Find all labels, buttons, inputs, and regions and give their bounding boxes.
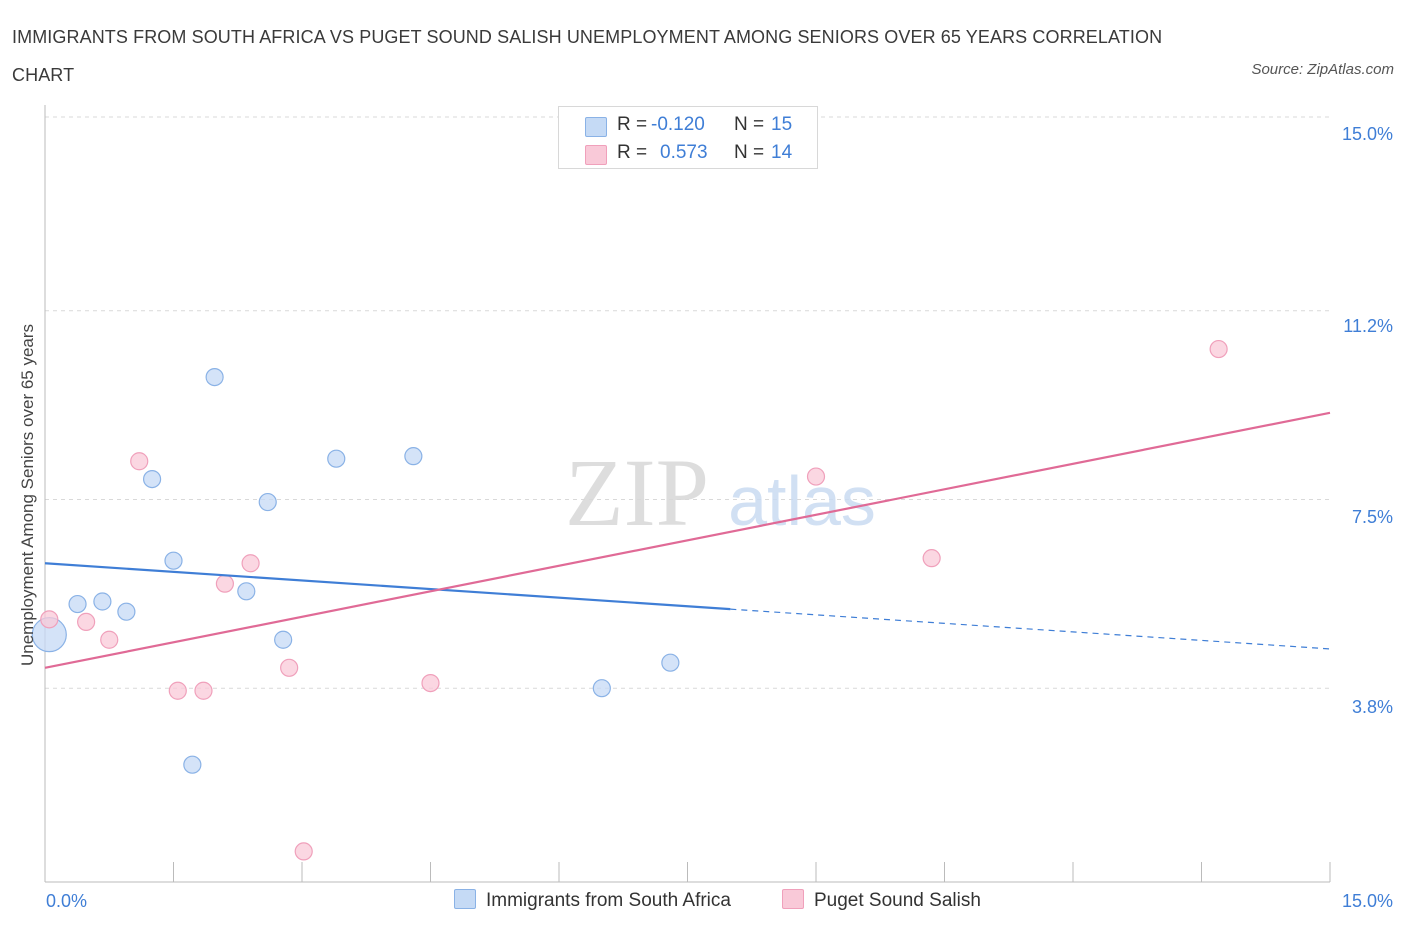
legend-swatch-pink [585,145,607,165]
data-point-puget-sound [294,842,313,861]
data-point-puget-sound [421,673,440,693]
data-point-south-africa [274,630,293,649]
data-point-puget-sound [215,574,234,593]
legend-n-value: 15 [771,114,793,135]
y-tick-label-11-2: 11.2% [1343,316,1393,336]
y-axis-title-wrap: Unemployment Among Seniors over 65 years [16,300,40,690]
y-axis-title: Unemployment Among Seniors over 65 years [18,323,37,667]
data-point-south-africa [258,492,277,512]
data-point-south-africa [237,582,256,601]
legend-swatch-blue [585,117,607,137]
data-point-puget-sound [194,681,213,700]
legend-row-puget-sound: R = 0.573 N = 14 [559,141,817,167]
y-tick-label-3-8: 3.8% [1351,697,1393,717]
data-point-puget-sound [1209,339,1228,359]
data-point-puget-sound [806,467,826,486]
data-point-south-africa [183,755,202,774]
series-legend-label: Immigrants from South Africa [486,890,731,911]
data-point-puget-sound [922,549,941,568]
trend-line-puget-sound [44,411,1331,669]
correlation-legend: R = -0.120 N = 15 R = 0.573 N = 14 [558,106,818,169]
source-label: Source: ZipAtlas.com [1251,61,1394,78]
data-point-puget-sound [168,681,187,700]
data-point-south-africa [205,368,224,387]
watermark-zip: ZIP [565,439,709,546]
data-point-south-africa [142,470,162,489]
data-point-puget-sound [100,630,119,649]
trend-line-south-africa-extension [730,608,1331,650]
legend-n-value: 14 [771,142,793,163]
legend-r-value: 0.573 [660,142,708,163]
data-point-south-africa [164,551,183,570]
data-point-puget-sound [40,610,59,629]
legend-r-value: -0.120 [651,114,705,135]
data-point-south-africa [93,592,112,611]
data-point-puget-sound [130,452,149,471]
series-legend-south-africa: Immigrants from South Africa [454,889,731,912]
data-point-south-africa [661,653,680,672]
y-tick-label-7-5: 7.5% [1351,507,1393,527]
series-legend-label: Puget Sound Salish [814,890,981,911]
legend-r-label: R = [617,114,648,135]
data-point-puget-sound [77,612,96,632]
legend-n-label: N = [734,114,765,135]
data-point-south-africa [117,602,136,621]
data-point-south-africa [592,679,611,698]
chart-title: IMMIGRANTS FROM SOUTH AFRICA VS PUGET SO… [12,27,1163,85]
legend-r-label: R = [617,142,648,163]
series-legend-puget-sound: Puget Sound Salish [782,889,981,912]
data-point-south-africa [404,447,423,466]
x-tick-label-max: 15.0% [1341,891,1393,911]
data-point-south-africa [68,594,87,614]
trend-line-south-africa [44,562,731,611]
data-point-south-africa [327,449,346,468]
data-point-puget-sound [241,554,260,573]
series-swatch-pink [782,889,804,909]
legend-n-label: N = [734,142,765,163]
x-tick-label-min: 0.0% [46,891,88,911]
series-swatch-blue [454,889,476,909]
data-point-puget-sound [280,658,299,677]
y-tick-label-15: 15.0% [1341,124,1393,144]
legend-row-south-africa: R = -0.120 N = 15 [559,113,817,139]
